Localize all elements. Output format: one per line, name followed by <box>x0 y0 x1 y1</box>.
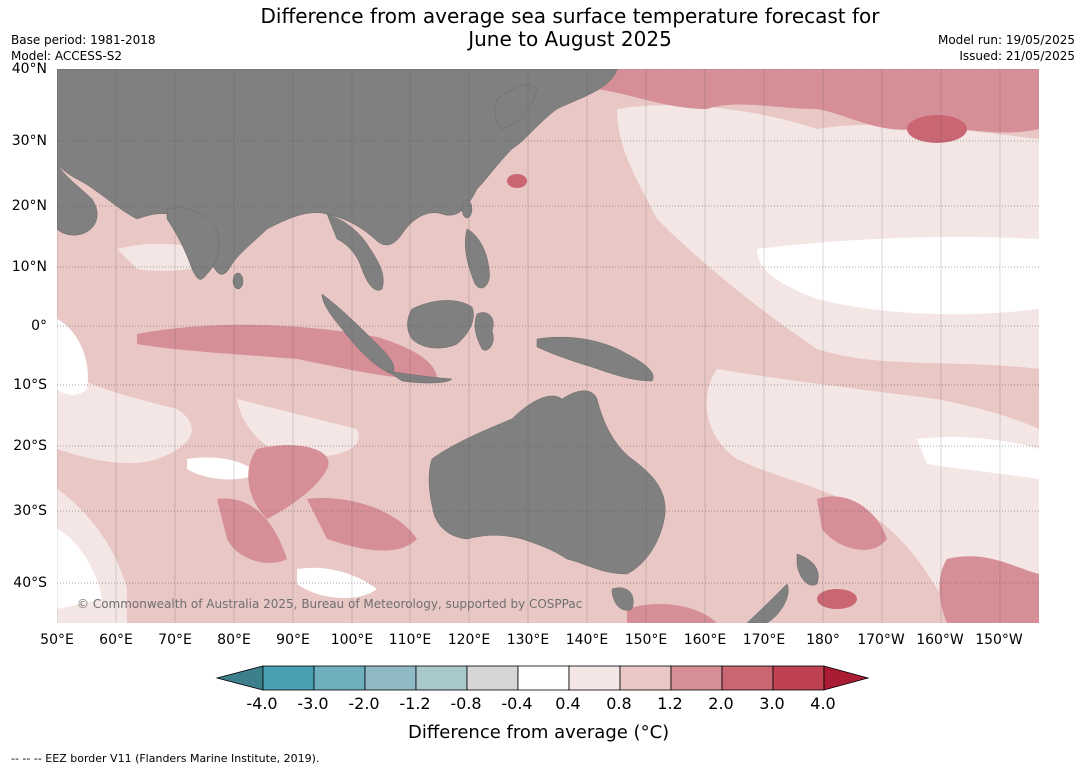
new-guinea <box>536 336 654 382</box>
arabia-landmass <box>57 163 98 236</box>
colorbar-tick: 4.0 <box>810 694 836 713</box>
lon-label: 170°E <box>742 632 786 648</box>
lat-label: 40°N <box>11 61 47 77</box>
philippines <box>465 228 490 289</box>
sst-anomaly-map <box>57 69 1039 623</box>
colorbar-cell <box>313 665 366 691</box>
lat-label: 0° <box>31 318 47 334</box>
colorbar-cell <box>670 665 723 691</box>
new-zealand-north <box>796 553 819 586</box>
colorbar-label-text: Difference from average ( <box>408 722 641 743</box>
colorbar-arrow-low <box>215 665 264 691</box>
lat-label: 10°S <box>13 377 47 393</box>
colorbar-tick: -2.0 <box>348 694 380 713</box>
title-line-2: June to August 2025 <box>468 27 672 51</box>
lon-label: 100°E <box>330 632 374 648</box>
colorbar-tick: 2.0 <box>708 694 734 713</box>
lon-label: 60°E <box>99 632 133 648</box>
lon-label: 50°E <box>40 632 74 648</box>
sulawesi <box>474 312 494 351</box>
colorbar-cell <box>619 665 672 691</box>
issued-date: Issued: 21/05/2025 <box>959 49 1075 63</box>
model-run: Model run: 19/05/2025 <box>937 33 1075 47</box>
colorbar <box>215 665 870 691</box>
colorbar-tick: -0.4 <box>501 694 533 713</box>
colorbar-arrow-high <box>823 665 870 691</box>
title-line-1: Difference from average sea surface temp… <box>260 4 880 28</box>
lon-label: 160°E <box>683 632 727 648</box>
lat-label: 20°S <box>13 438 47 454</box>
colorbar-tick: -1.2 <box>399 694 431 713</box>
colorbar-cell <box>262 665 315 691</box>
lat-label: 20°N <box>11 198 47 214</box>
copyright-notice: © Commonwealth of Australia 2025, Bureau… <box>77 597 583 611</box>
colorbar-cell <box>364 665 417 691</box>
model-info: Base period: 1981-2018 Model: ACCESS-S2 <box>11 32 156 64</box>
indochina-landmass <box>326 213 384 291</box>
colorbar-cells <box>262 665 825 691</box>
lon-label: 70°E <box>158 632 192 648</box>
colorbar-cell <box>466 665 519 691</box>
lat-label: 30°S <box>13 503 47 519</box>
colorbar-tick: -4.0 <box>246 694 278 713</box>
eez-footnote: -- -- -- EEZ border V11 (Flanders Marine… <box>11 752 320 765</box>
lon-label: 90°E <box>276 632 310 648</box>
borneo <box>407 300 474 349</box>
taiwan <box>461 199 473 219</box>
colorbar-tick: 1.2 <box>657 694 683 713</box>
colorbar-tick: -0.8 <box>450 694 482 713</box>
anomaly-hot-spots <box>507 115 967 609</box>
colorbar-tick: 0.8 <box>606 694 632 713</box>
java <box>386 370 453 384</box>
model-name: Model: ACCESS-S2 <box>11 49 123 63</box>
colorbar-label-unit: °C) <box>640 722 670 743</box>
lon-label: 150°E <box>624 632 668 648</box>
japan <box>494 84 538 130</box>
sri-lanka <box>232 272 244 290</box>
australia <box>428 390 666 575</box>
lon-label: 170°W <box>857 632 905 648</box>
lon-label: 130°E <box>506 632 550 648</box>
colorbar-cell <box>517 665 570 691</box>
lon-label: 120°E <box>447 632 491 648</box>
colorbar-tick: 3.0 <box>759 694 785 713</box>
colorbar-cell <box>772 665 825 691</box>
land-masses <box>57 69 819 623</box>
new-zealand-south <box>746 583 789 623</box>
colorbar-cell <box>721 665 774 691</box>
run-info: Model run: 19/05/2025 Issued: 21/05/2025 <box>938 32 1075 64</box>
lon-label: 140°E <box>565 632 609 648</box>
meridians <box>57 69 1001 623</box>
lon-label: 110°E <box>388 632 432 648</box>
map-title: Difference from average sea surface temp… <box>0 5 1085 51</box>
tasmania <box>611 587 634 611</box>
lon-label: 80°E <box>217 632 251 648</box>
lon-label: 150°W <box>975 632 1023 648</box>
lat-label: 10°N <box>11 259 47 275</box>
lat-label: 30°N <box>11 133 47 149</box>
lat-label: 40°S <box>13 575 47 591</box>
colorbar-tick: -3.0 <box>297 694 329 713</box>
base-period: Base period: 1981-2018 <box>11 33 156 47</box>
lon-label: 160°W <box>916 632 964 648</box>
colorbar-label: Difference from average (°C) <box>408 722 669 743</box>
colorbar-cell <box>415 665 468 691</box>
lon-label: 180° <box>806 632 840 648</box>
colorbar-cell <box>568 665 621 691</box>
india-landmass <box>166 207 220 280</box>
colorbar-tick: 0.4 <box>555 694 581 713</box>
